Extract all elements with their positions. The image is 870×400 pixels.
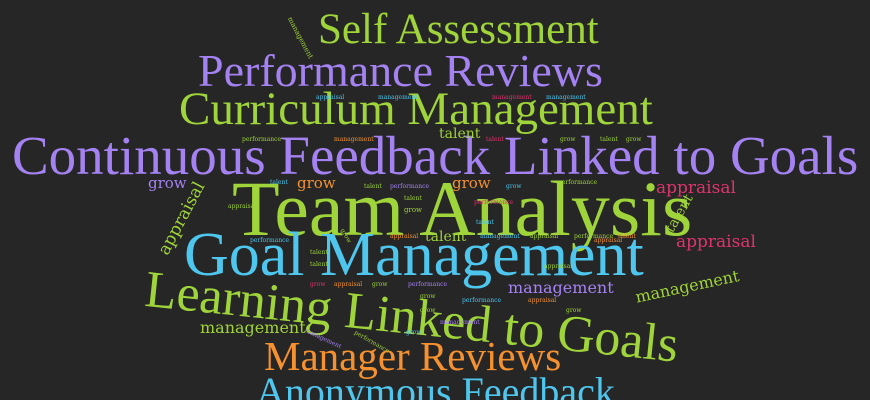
word-talent: talent [618,233,636,240]
word-performance: performance [250,237,290,244]
word-appraisal: appraisal [334,281,363,288]
word-grow: grow [404,206,423,214]
word-management: management [633,266,741,307]
word-management: management [334,136,374,143]
word-appraisal: appraisal [676,232,756,252]
word-talent: talent [310,249,328,256]
word-appraisal: appraisal [390,233,419,240]
word-grow: grow [420,293,436,300]
word-management: management [440,319,480,326]
word-appraisal: appraisal [316,94,345,101]
word-management: management [546,94,586,101]
word-grow: grow [310,281,326,288]
word-grow: grow [148,174,187,192]
word-continuous-feedback: Continuous Feedback Linked to Goals [12,125,859,186]
word-talent: talent [476,219,494,226]
word-management: management [378,94,418,101]
word-management: management [492,94,532,101]
word-grow: grow [560,136,576,143]
word-grow: grow [297,174,336,192]
word-appraisal: appraisal [228,203,257,210]
word-talent: talent [425,229,467,245]
word-appraisal: appraisal [656,178,736,198]
word-self-assessment: Self Assessment [318,6,599,53]
word-grow: grow [406,329,422,336]
word-performance: performance [408,281,448,288]
word-performance: performance [474,199,514,206]
word-grow: grow [420,307,436,314]
word-grow: grow [452,174,491,192]
word-goal-management: Goal Management [184,221,644,289]
word-talent: talent [439,126,481,142]
word-management: management [480,233,520,240]
word-appraisal: appraisal [530,233,559,240]
word-management: management [200,318,306,337]
word-anonymous-feedback: Anonymous Feedback [256,369,615,400]
word-management: management [508,278,614,297]
word-talent: talent [270,179,288,186]
word-talent: talent [486,136,504,143]
word-performance: performance [574,233,614,240]
word-appraisal: appraisal [594,237,623,244]
word-grow: grow [372,281,388,288]
word-grow: grow [506,183,522,190]
word-performance: performance [390,183,430,190]
word-grow: grow [626,136,642,143]
word-performance-reviews: Performance Reviews [198,45,603,96]
word-performance: performance [558,179,598,186]
word-performance: performance [242,136,282,143]
word-manager-reviews: Manager Reviews [264,333,562,379]
word-grow: grow [566,307,582,314]
word-team-analysis: Team Analysis [232,165,693,252]
word-talent: talent [600,136,618,143]
word-appraisal: appraisal [528,297,557,304]
word-appraisal: appraisal [544,263,573,270]
word-talent: talent [364,183,382,190]
word-performance: performance [462,297,502,304]
word-curriculum-management: Curriculum Management [179,83,653,135]
word-talent: talent [310,261,328,268]
word-talent: talent [404,195,422,202]
